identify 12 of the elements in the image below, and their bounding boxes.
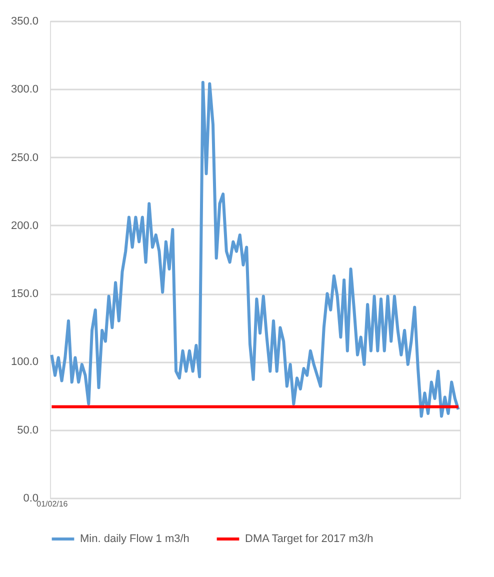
y-tick-label: 150.0 [10,288,38,300]
y-tick-label: 100.0 [10,356,38,368]
y-tick-label: 50.0 [17,424,38,436]
y-tick-label: 250.0 [10,152,38,164]
y-tick-label: 200.0 [10,220,38,232]
legend-label: DMA Target for 2017 m3/h [245,533,374,545]
y-tick-label: 350.0 [10,16,38,28]
x-tick-label: 01/02/16 [36,500,68,508]
y-tick-label: 300.0 [10,84,38,96]
y-tick-label: 0.0 [23,492,38,504]
legend-label: Min. daily Flow 1 m3/h [80,533,190,545]
line-series [50,80,460,418]
